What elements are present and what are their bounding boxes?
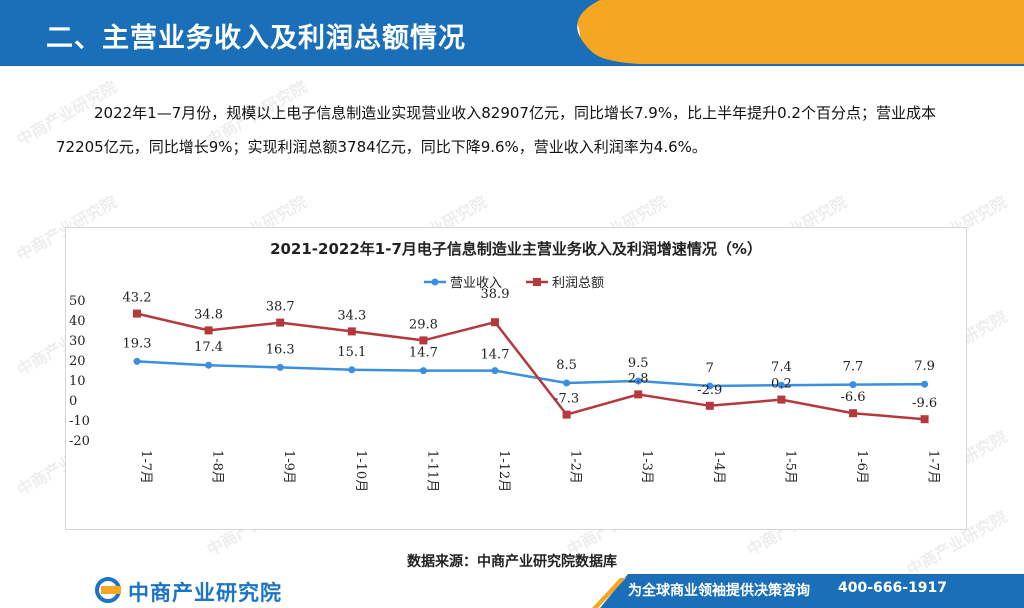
point-income [921, 380, 929, 388]
data-label-profit: 34.3 [337, 308, 366, 323]
y-tick-label: 50 [69, 294, 86, 309]
data-label-profit: 43.2 [123, 291, 152, 306]
legend-label-income: 营业收入 [450, 276, 502, 291]
x-tick-label: 1-10月 [353, 450, 368, 492]
point-profit [204, 326, 213, 335]
y-tick-label: -10 [69, 414, 90, 429]
x-tick-label: 1-4月 [711, 450, 726, 484]
point-profit [634, 390, 643, 399]
y-tick-label: 30 [69, 334, 86, 349]
data-label-profit: 29.8 [409, 317, 438, 332]
y-tick-label: 40 [69, 314, 86, 329]
point-profit [777, 395, 786, 404]
point-income [706, 382, 714, 390]
point-income [777, 381, 785, 389]
chart-container: 2021-2022年1-7月电子信息制造业主营业务收入及利润增速情况（%） 营业收… [65, 227, 967, 530]
data-label-income: 17.4 [194, 340, 223, 355]
footer-bar [0, 572, 1024, 608]
x-tick-label: 1-5月 [782, 450, 797, 484]
data-label-income: 14.7 [409, 346, 438, 361]
footer-slogan: 为全球商业领袖提供决策咨询 [628, 583, 810, 599]
x-tick-label: 1-12月 [496, 450, 511, 492]
x-tick-label: 1-8月 [210, 450, 225, 484]
y-tick-label: 10 [69, 374, 86, 389]
data-label-profit: -6.6 [840, 390, 865, 405]
data-label-income: 19.3 [123, 336, 152, 351]
intro-paragraph: 2022年1—7月份，规模以上电子信息制造业实现营业收入82907亿元，同比增长… [56, 104, 936, 156]
data-label-profit: -2.9 [697, 383, 722, 398]
x-tick-label: 1-7月 [926, 450, 941, 484]
x-tick-label: 1-7月 [138, 450, 153, 484]
data-label-income: 7 [706, 361, 714, 376]
point-income [133, 357, 141, 365]
point-profit [705, 401, 714, 410]
series-line-income [136, 360, 925, 388]
point-profit [419, 336, 428, 345]
data-label-profit: 38.9 [481, 287, 510, 302]
footer-phone: 400-666-1917 [838, 580, 948, 596]
data-label-profit: 2.8 [628, 371, 649, 386]
data-label-profit: -7.3 [554, 392, 579, 407]
legend-marker-profit [533, 278, 541, 286]
line-chart: 2021-2022年1-7月电子信息制造业主营业务收入及利润增速情况（%） 营业收… [69, 240, 941, 492]
y-tick-label: -20 [69, 434, 90, 449]
point-profit [562, 410, 571, 419]
footer-logo-text: 中商产业研究院 [128, 581, 282, 605]
chart-title: 2021-2022年1-7月电子信息制造业主营业务收入及利润增速情况（%） [270, 240, 762, 258]
series-line-profit [136, 312, 925, 421]
point-income [563, 379, 571, 387]
x-tick-label: 1-9月 [281, 450, 296, 484]
data-label-income: 7.4 [771, 360, 792, 375]
legend-label-profit: 利润总额 [552, 276, 604, 291]
point-income [491, 367, 499, 375]
legend-marker-income [431, 278, 439, 286]
footer-shape [0, 572, 1024, 608]
logo-icon [95, 577, 121, 603]
data-label-income: 15.1 [337, 345, 366, 360]
data-label-profit: 0.2 [771, 377, 792, 392]
data-label-income: 16.3 [266, 342, 295, 357]
point-profit [133, 309, 141, 318]
header-band: 二、主营业务收入及利润总额情况 [0, 0, 1024, 70]
data-source-note: 数据来源：中商产业研究院数据库 [407, 554, 617, 570]
data-label-profit: 34.8 [194, 307, 223, 322]
data-label-profit: -9.6 [912, 396, 937, 411]
data-label-income: 14.7 [481, 348, 510, 363]
point-income [419, 367, 427, 375]
data-label-profit: 38.7 [266, 300, 295, 315]
point-income [849, 381, 857, 389]
point-profit [849, 409, 857, 418]
x-tick-label: 1-6月 [854, 450, 869, 484]
y-tick-label: 0 [69, 394, 77, 409]
point-profit [920, 415, 929, 424]
x-tick-label: 1-2月 [568, 450, 583, 484]
page-title: 二、主营业务收入及利润总额情况 [46, 23, 466, 54]
point-income [348, 366, 356, 374]
x-tick-label: 1-3月 [639, 450, 654, 484]
point-income [276, 363, 284, 371]
data-label-income: 8.5 [556, 358, 577, 373]
x-tick-label: 1-11月 [424, 450, 439, 492]
point-profit [276, 318, 285, 327]
point-income [634, 377, 642, 385]
data-label-income: 9.5 [628, 356, 649, 371]
y-tick-label: 20 [69, 354, 86, 369]
data-label-income: 7.7 [843, 360, 864, 375]
point-income [205, 361, 213, 369]
header-shape [0, 0, 1024, 66]
point-profit [491, 318, 499, 327]
data-label-income: 7.9 [914, 359, 935, 374]
point-profit [347, 327, 356, 336]
